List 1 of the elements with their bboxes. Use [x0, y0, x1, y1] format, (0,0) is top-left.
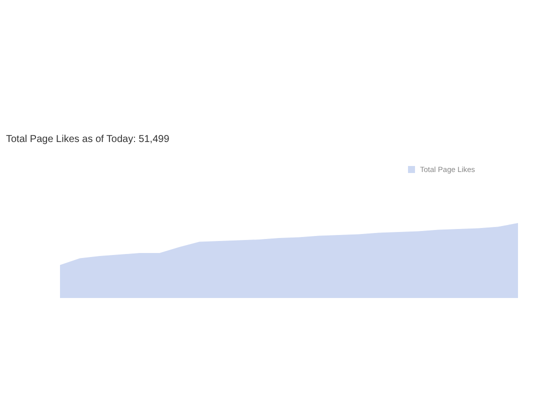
chart-title: Total Page Likes as of Today: 51,499	[6, 134, 170, 145]
